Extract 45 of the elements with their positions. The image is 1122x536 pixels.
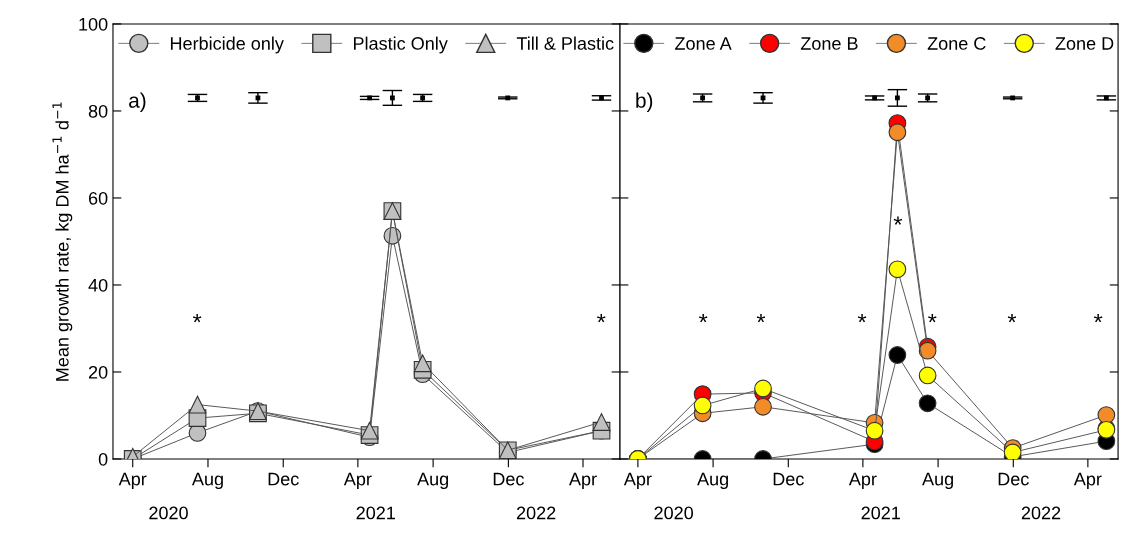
x-tick-label: Aug xyxy=(697,472,728,489)
annotation: a) xyxy=(129,92,146,112)
y-tick-label: 100 xyxy=(79,17,108,31)
x2-tick-label: 2022 xyxy=(1021,506,1061,520)
annotation: * xyxy=(1093,313,1103,323)
annotation: * xyxy=(928,313,937,323)
x-tick-label: Apr xyxy=(569,472,597,489)
x2-tick-label: 2020 xyxy=(149,506,188,520)
legend-label: Zone D xyxy=(1055,37,1114,50)
annotation: * xyxy=(857,313,867,323)
y-tick-label: 80 xyxy=(88,104,108,118)
annotation: * xyxy=(192,313,202,323)
x2-tick-label: 2022 xyxy=(516,506,556,520)
annotation: * xyxy=(1007,313,1017,323)
x-tick-label: Aug xyxy=(191,472,223,489)
x-tick-label: Apr xyxy=(343,472,372,489)
x-tick-label: Apr xyxy=(623,472,652,489)
legend-label: Till & Plastic xyxy=(516,36,614,50)
x-tick-label: Dec xyxy=(998,472,1029,486)
x2-tick-label: 2020 xyxy=(654,506,694,520)
x2-tick-label: 2021 xyxy=(356,506,395,520)
y-axis-title: Mean growth rate, kg DM ha$^{−1}$ d$^{−1}$ xyxy=(52,102,73,381)
annotation: * xyxy=(597,313,606,323)
x-tick-label: Dec xyxy=(268,472,299,486)
legend-label: Zone A xyxy=(675,37,732,50)
legend-label: Zone C xyxy=(927,37,986,50)
x-tick-label: Dec xyxy=(773,472,804,486)
x-tick-label: Dec xyxy=(493,472,524,486)
y-tick-label: 20 xyxy=(88,365,108,379)
legend-label: Zone B xyxy=(800,37,858,50)
annotation: b) xyxy=(636,92,653,112)
annotation: * xyxy=(756,313,766,323)
y-tick-label: 60 xyxy=(88,191,108,205)
y-tick-label: 0 xyxy=(98,452,108,466)
x-tick-label: Apr xyxy=(1073,472,1102,489)
annotation: * xyxy=(698,313,708,323)
annotation: * xyxy=(893,216,903,225)
x2-tick-label: 2021 xyxy=(861,506,900,520)
y-tick-label: 40 xyxy=(88,278,108,292)
legend-label: Herbicide only xyxy=(170,36,284,54)
x-tick-label: Apr xyxy=(118,472,147,489)
x-tick-label: Aug xyxy=(922,472,953,489)
legend-label: Plastic Only xyxy=(353,36,448,54)
x-tick-label: Aug xyxy=(417,472,449,489)
x-tick-label: Apr xyxy=(848,472,877,489)
